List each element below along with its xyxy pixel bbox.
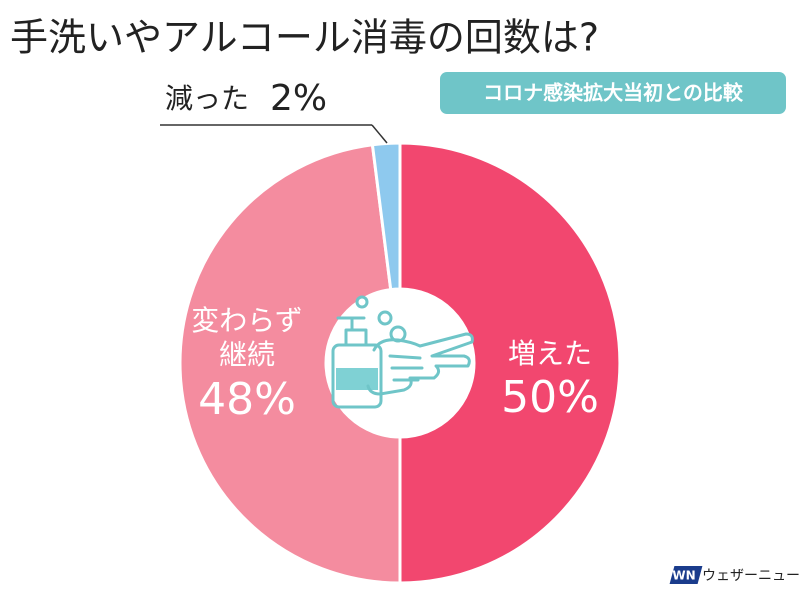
hand-wash-icon (331, 295, 474, 409)
category-label: 減った (165, 82, 249, 115)
chart-subtitle: コロナ感染拡大当初との比較 (483, 81, 744, 105)
slice (398, 141, 622, 585)
value-label: 2% (270, 78, 327, 119)
subtitle-badge (440, 72, 786, 114)
source-logo: WN (669, 566, 703, 584)
chart-title: 手洗いやアルコール消毒の回数は? (10, 16, 599, 60)
value-label: 50% (501, 372, 599, 423)
slice (178, 143, 402, 585)
source: ウェザーニュース (702, 568, 800, 584)
logo-text: WN (672, 569, 695, 583)
slice (370, 141, 402, 292)
center-hole (327, 290, 473, 436)
leader-line (371, 124, 388, 144)
slices (178, 141, 622, 585)
category-label: 増えた (508, 337, 592, 370)
category-label: 継続 (219, 338, 275, 371)
value-label: 48% (198, 374, 296, 425)
category-label: 変わらず (191, 304, 302, 337)
